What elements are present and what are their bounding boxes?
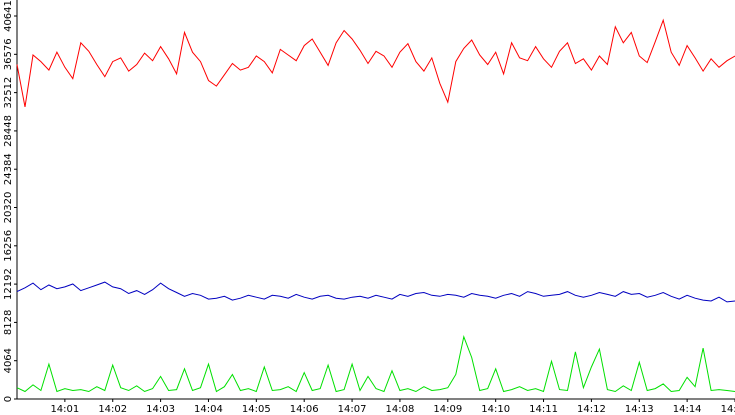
- y-tick-label: 24384: [3, 153, 14, 185]
- series-line: [16, 281, 735, 303]
- x-tick-label: 14:04: [194, 404, 223, 415]
- x-tick-label: 14:09: [433, 404, 462, 415]
- x-tick-label: 14:13: [625, 404, 654, 415]
- y-tick-label: 0: [3, 396, 14, 402]
- series-line: [16, 18, 735, 107]
- x-tick-label: 14:05: [242, 404, 271, 415]
- y-tick-label: 28448: [3, 115, 14, 147]
- x-tick-label: 14:06: [290, 404, 319, 415]
- y-tick-label: 16256: [3, 230, 14, 262]
- x-tick-label: 14:12: [577, 404, 606, 415]
- y-tick-label: 4064: [3, 348, 14, 373]
- x-tick-label: 14:01: [50, 404, 79, 415]
- x-tick-label: 14:02: [98, 404, 127, 415]
- x-tick-label: 14:03: [146, 404, 175, 415]
- y-tick-label: 12192: [3, 268, 14, 300]
- series-line: [16, 335, 735, 393]
- y-tick-label: 40641: [3, 0, 14, 32]
- y-tick-label: 8128: [3, 310, 14, 335]
- x-tick-label: 14:10: [481, 404, 510, 415]
- x-tick-label: 14:14: [673, 404, 702, 415]
- x-tick-label: 14:08: [386, 404, 415, 415]
- y-tick-label: 20320: [3, 192, 14, 224]
- x-tick-label: 14:15: [721, 404, 735, 415]
- x-tick-label: 14:07: [338, 404, 367, 415]
- x-tick-label: 14:11: [529, 404, 558, 415]
- y-tick-label: 36576: [3, 38, 14, 70]
- y-tick-label: 32512: [3, 77, 14, 109]
